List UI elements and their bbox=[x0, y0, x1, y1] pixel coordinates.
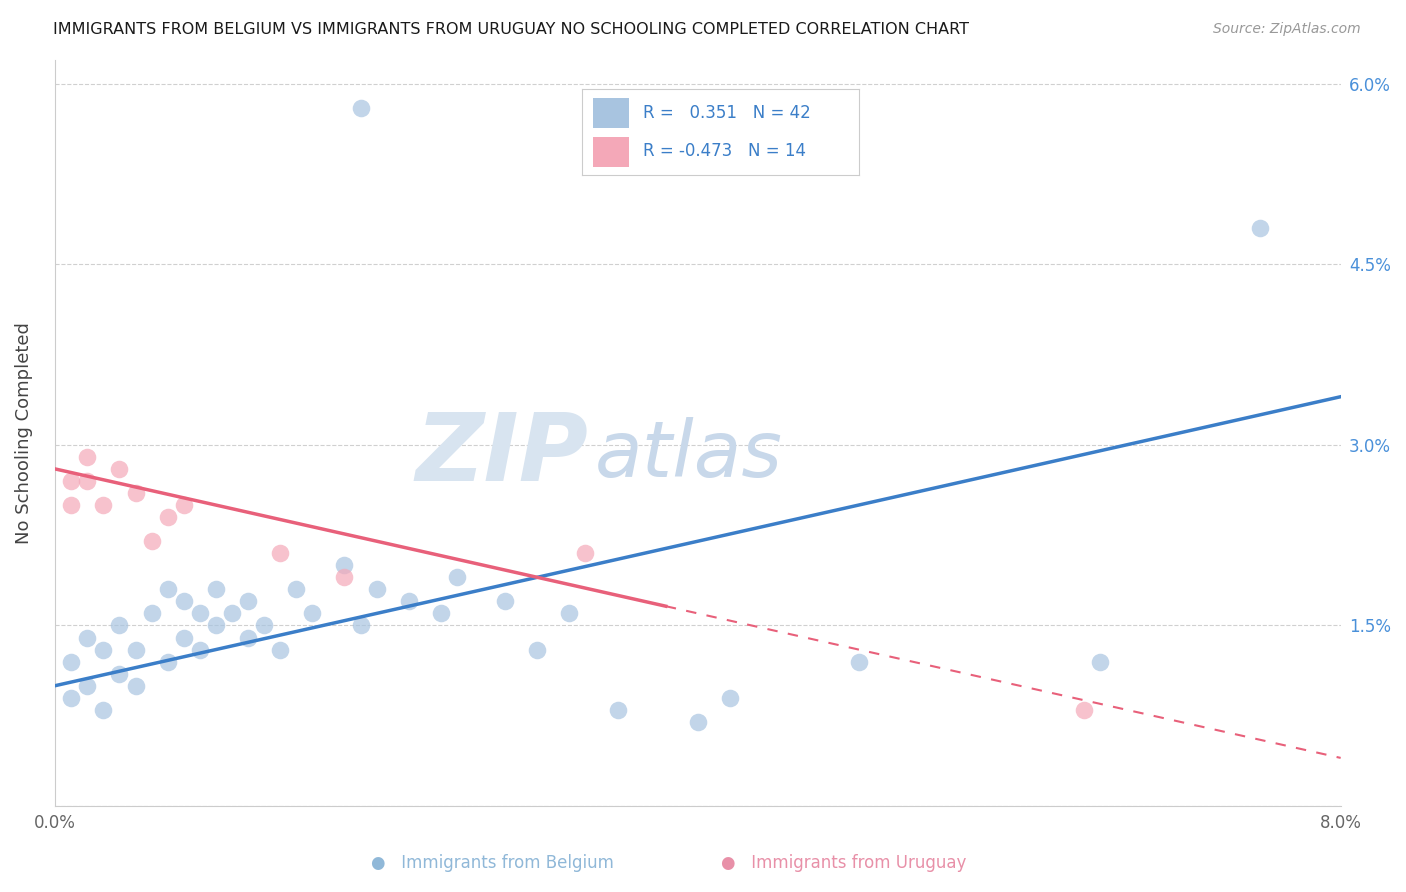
Point bbox=[156, 510, 179, 524]
Point bbox=[1249, 221, 1271, 235]
Point bbox=[269, 546, 291, 560]
Point bbox=[93, 498, 115, 512]
Point bbox=[285, 582, 308, 597]
Point bbox=[606, 703, 628, 717]
Text: atlas: atlas bbox=[595, 417, 783, 493]
Point bbox=[430, 607, 453, 621]
Text: IMMIGRANTS FROM BELGIUM VS IMMIGRANTS FROM URUGUAY NO SCHOOLING COMPLETED CORREL: IMMIGRANTS FROM BELGIUM VS IMMIGRANTS FR… bbox=[53, 22, 969, 37]
Point bbox=[76, 474, 98, 488]
Point bbox=[253, 618, 276, 632]
Point bbox=[349, 101, 371, 115]
Point bbox=[60, 474, 83, 488]
Point bbox=[173, 594, 195, 608]
Y-axis label: No Schooling Completed: No Schooling Completed bbox=[15, 322, 32, 544]
Point bbox=[108, 666, 131, 681]
Point bbox=[526, 642, 548, 657]
Point bbox=[333, 558, 356, 573]
Point bbox=[398, 594, 420, 608]
Text: Source: ZipAtlas.com: Source: ZipAtlas.com bbox=[1213, 22, 1361, 37]
Point bbox=[205, 582, 228, 597]
Point bbox=[188, 607, 211, 621]
Text: ●   Immigrants from Belgium: ● Immigrants from Belgium bbox=[371, 855, 613, 872]
Point bbox=[574, 546, 596, 560]
Point bbox=[236, 631, 259, 645]
Point bbox=[848, 655, 870, 669]
Point bbox=[76, 450, 98, 464]
Point bbox=[60, 655, 83, 669]
Point bbox=[141, 607, 163, 621]
Point bbox=[124, 679, 146, 693]
Point bbox=[108, 618, 131, 632]
Point bbox=[301, 607, 323, 621]
Text: ZIP: ZIP bbox=[416, 409, 589, 501]
Point bbox=[156, 582, 179, 597]
Point bbox=[93, 703, 115, 717]
Point bbox=[76, 679, 98, 693]
Point bbox=[124, 486, 146, 500]
Point bbox=[686, 714, 709, 729]
Point bbox=[60, 498, 83, 512]
Point bbox=[205, 618, 228, 632]
Point bbox=[236, 594, 259, 608]
Point bbox=[366, 582, 388, 597]
Point bbox=[446, 570, 468, 584]
Point bbox=[188, 642, 211, 657]
Point bbox=[124, 642, 146, 657]
Point bbox=[93, 642, 115, 657]
Point bbox=[141, 534, 163, 549]
Point bbox=[1088, 655, 1111, 669]
Point bbox=[333, 570, 356, 584]
Point bbox=[494, 594, 516, 608]
Point bbox=[76, 631, 98, 645]
Point bbox=[108, 462, 131, 476]
Point bbox=[558, 607, 581, 621]
Point bbox=[173, 498, 195, 512]
Point bbox=[718, 690, 741, 705]
Point bbox=[1073, 703, 1095, 717]
Point bbox=[156, 655, 179, 669]
Point bbox=[221, 607, 243, 621]
Point bbox=[269, 642, 291, 657]
Point bbox=[173, 631, 195, 645]
Text: ●   Immigrants from Uruguay: ● Immigrants from Uruguay bbox=[721, 855, 966, 872]
Point bbox=[349, 618, 371, 632]
Point bbox=[60, 690, 83, 705]
